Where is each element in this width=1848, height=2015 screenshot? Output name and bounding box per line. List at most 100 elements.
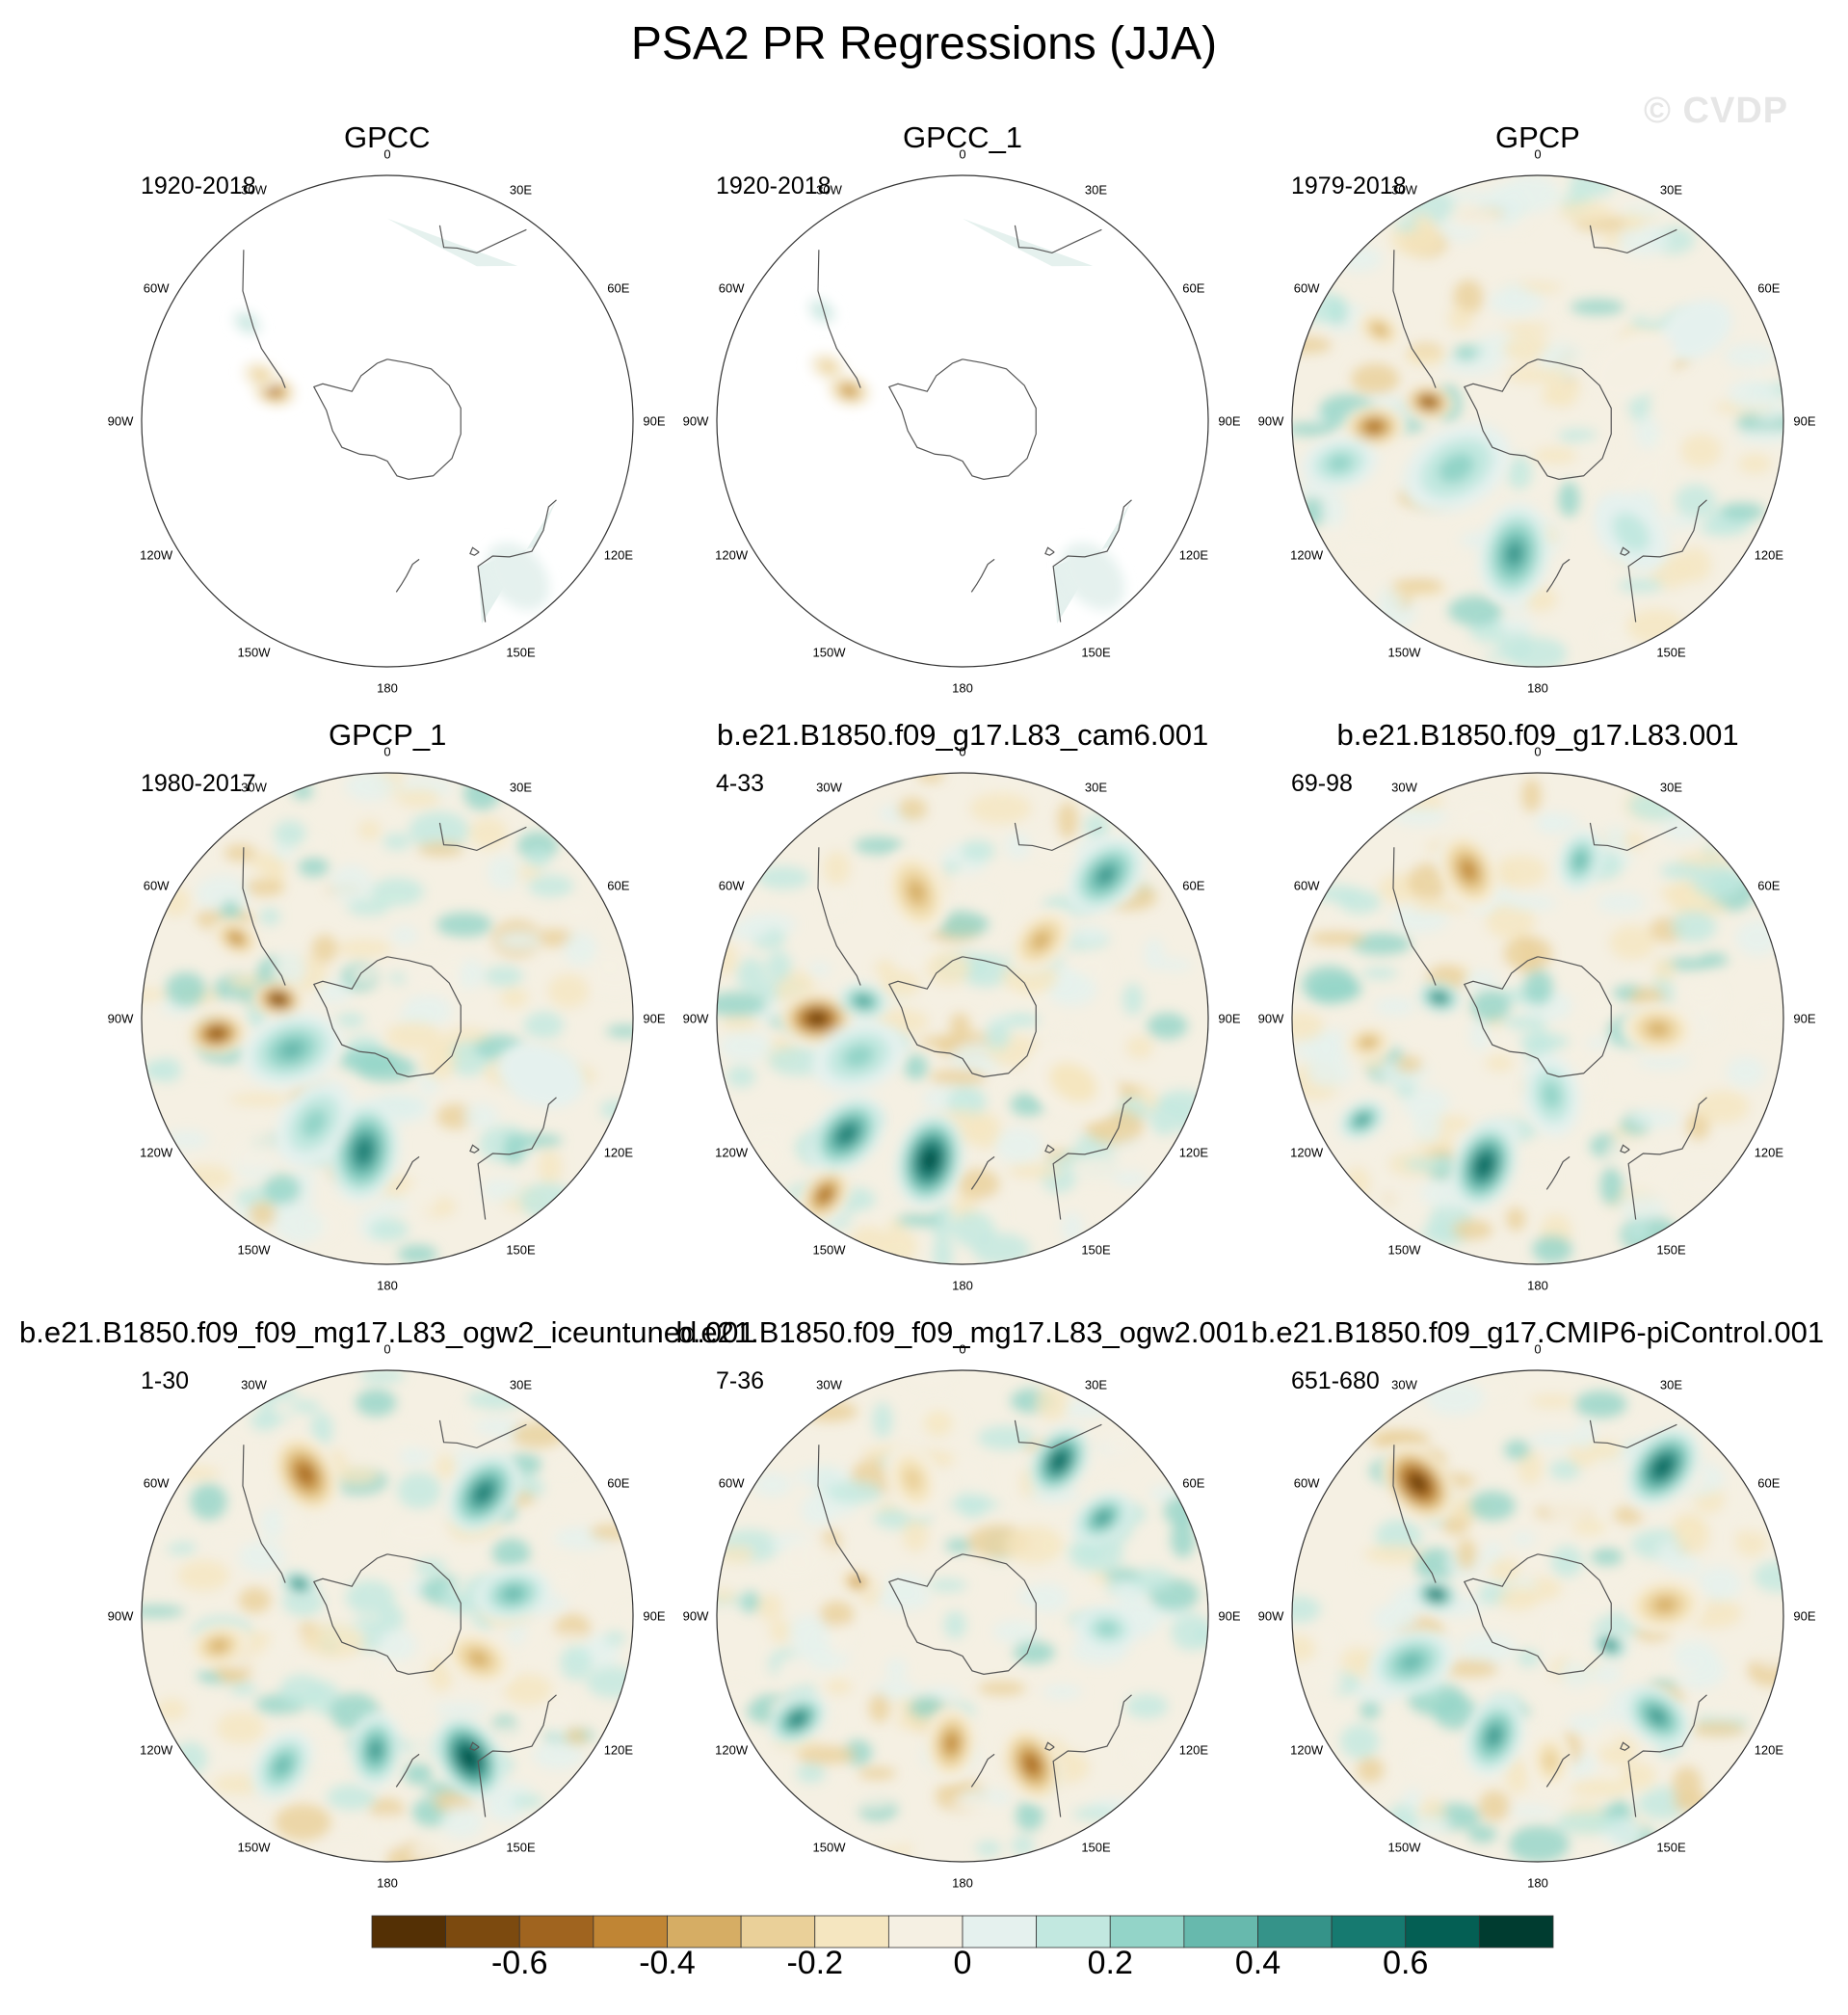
texture-blob bbox=[142, 1604, 185, 1618]
longitude-label: 120E bbox=[1754, 547, 1784, 562]
longitude-label: 90W bbox=[1257, 1011, 1284, 1026]
texture-blob bbox=[1372, 1604, 1417, 1634]
coastline-safrica bbox=[1589, 225, 1677, 254]
texture-blob bbox=[399, 1446, 425, 1467]
texture-blob bbox=[203, 1536, 257, 1551]
texture-blob bbox=[1340, 1647, 1372, 1676]
texture-blob bbox=[142, 1514, 185, 1548]
texture-blob bbox=[769, 1619, 794, 1644]
texture-blob bbox=[545, 1632, 592, 1648]
texture-blob bbox=[1395, 577, 1443, 593]
anomaly-contour bbox=[1612, 512, 1650, 553]
coastline-nz bbox=[970, 558, 995, 593]
longitude-label: 60W bbox=[143, 878, 170, 892]
map-background bbox=[717, 175, 1208, 667]
texture-blob bbox=[1482, 1382, 1512, 1397]
texture-blob bbox=[1504, 366, 1567, 384]
texture-blob bbox=[909, 1696, 945, 1719]
coastline-antarctica bbox=[887, 956, 1037, 1077]
coastline-antarctica bbox=[1463, 1553, 1612, 1675]
coastline-safrica bbox=[1014, 822, 1102, 852]
texture-blob bbox=[563, 931, 597, 967]
anomaly-contour bbox=[486, 542, 550, 611]
longitude-label: 60E bbox=[607, 1475, 630, 1490]
coastline-samerica bbox=[817, 847, 861, 986]
texture-blob bbox=[1501, 282, 1527, 306]
texture-blob bbox=[1548, 1459, 1581, 1480]
texture-blob bbox=[1515, 1166, 1553, 1187]
texture-blob bbox=[377, 1629, 417, 1661]
longitude-label: 120E bbox=[1178, 1145, 1209, 1159]
texture-blob bbox=[1502, 175, 1560, 213]
colorbar-swatch bbox=[1109, 1915, 1185, 1949]
texture-blob bbox=[827, 1480, 883, 1504]
texture-blob bbox=[1066, 1579, 1108, 1597]
texture-blob bbox=[1171, 1520, 1196, 1558]
texture-blob bbox=[606, 1024, 633, 1038]
anomaly-contour bbox=[1368, 423, 1380, 431]
texture-blob bbox=[542, 1561, 584, 1591]
texture-blob bbox=[1321, 491, 1346, 529]
texture-blob bbox=[819, 1601, 855, 1628]
panel-title: b.e21.B1850.f09_g17.L83_cam6.001 bbox=[717, 718, 1209, 752]
longitude-label: 120E bbox=[603, 1145, 634, 1159]
texture-blob bbox=[402, 1182, 438, 1215]
longitude-label: 60W bbox=[1293, 280, 1320, 295]
anomaly-contour bbox=[1541, 1081, 1562, 1109]
coastline-australia bbox=[1052, 499, 1132, 623]
map-background bbox=[142, 175, 633, 667]
anomaly-contour bbox=[945, 1736, 957, 1751]
texture-blob bbox=[1521, 778, 1542, 813]
coastline-safrica bbox=[1589, 1419, 1677, 1449]
anomaly-contour bbox=[1462, 862, 1475, 879]
texture-blob bbox=[1504, 1440, 1531, 1460]
texture-blob bbox=[527, 874, 574, 897]
texture-blob bbox=[1737, 453, 1772, 474]
panel-period: 1979-2018 bbox=[1291, 172, 1407, 199]
texture-blob bbox=[1592, 1663, 1622, 1684]
texture-blob bbox=[926, 951, 971, 986]
texture-blob bbox=[491, 1538, 531, 1568]
coastline-safrica bbox=[438, 225, 527, 254]
texture-blob bbox=[978, 1681, 1026, 1696]
texture-blob bbox=[1350, 933, 1412, 955]
texture-blob bbox=[1448, 596, 1503, 626]
longitude-label: 90E bbox=[643, 1011, 666, 1026]
texture-blob bbox=[777, 1656, 815, 1688]
anomaly-contour bbox=[908, 881, 925, 903]
texture-blob bbox=[1754, 1643, 1783, 1669]
texture-blob bbox=[854, 836, 904, 855]
texture-blob bbox=[1163, 1496, 1200, 1526]
longitude-label: 150W bbox=[812, 645, 846, 660]
texture-blob bbox=[587, 963, 633, 995]
longitude-label: 60W bbox=[718, 1475, 745, 1490]
texture-blob bbox=[444, 945, 465, 971]
texture-blob bbox=[499, 987, 529, 1009]
texture-blob bbox=[1535, 813, 1561, 833]
texture-blob bbox=[414, 1558, 447, 1577]
texture-blob bbox=[523, 1011, 564, 1040]
texture-blob bbox=[768, 1046, 828, 1076]
longitude-label: 90W bbox=[682, 1011, 709, 1026]
coastline-tasmania bbox=[1044, 1144, 1055, 1153]
longitude-label: 60W bbox=[1293, 878, 1320, 892]
coastline-antarctica bbox=[887, 358, 1037, 480]
texture-blob bbox=[177, 1559, 230, 1592]
texture-blob bbox=[375, 1431, 426, 1451]
texture-blob bbox=[1322, 522, 1349, 540]
colorbar-swatch bbox=[445, 1915, 520, 1949]
texture-blob bbox=[1307, 1059, 1353, 1087]
longitude-label: 30E bbox=[1659, 780, 1683, 795]
longitude-label: 30W bbox=[1391, 182, 1417, 198]
texture-blob bbox=[1310, 975, 1362, 1002]
longitude-label: 30E bbox=[509, 780, 533, 795]
texture-blob bbox=[229, 1682, 257, 1696]
anomaly-contour bbox=[1400, 1654, 1422, 1671]
panel-title: b.e21.B1850.f09_g17.L83.001 bbox=[1336, 718, 1739, 752]
texture-blob bbox=[409, 1841, 452, 1862]
longitude-label: 90E bbox=[1218, 413, 1241, 429]
texture-blob bbox=[1753, 1560, 1783, 1593]
texture-blob bbox=[1030, 825, 1092, 864]
texture-blob bbox=[1726, 1660, 1747, 1694]
texture-blob bbox=[1339, 1724, 1380, 1760]
